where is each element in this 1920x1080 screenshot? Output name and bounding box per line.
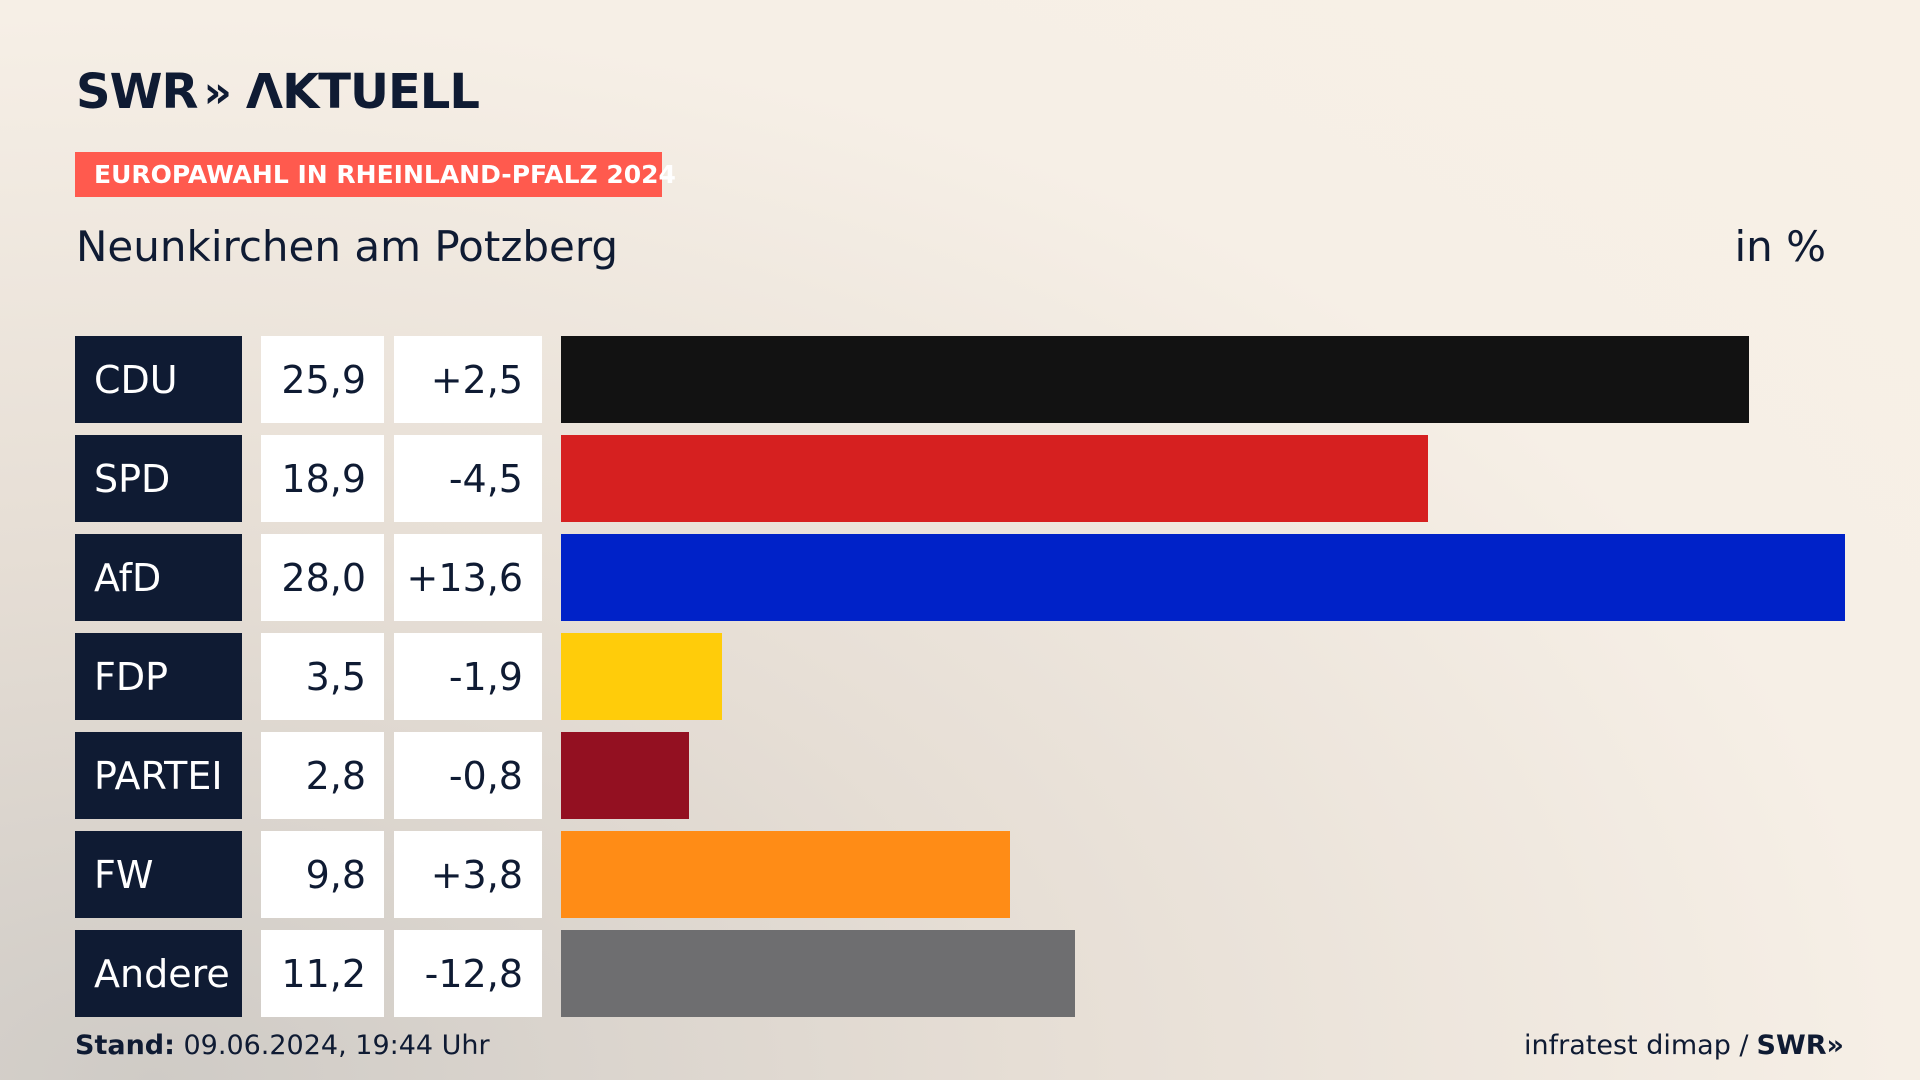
vote-share-label: 25,9 bbox=[261, 336, 384, 423]
change-label: -12,8 bbox=[394, 930, 542, 1017]
party-label: FW bbox=[75, 831, 242, 918]
change-label: +3,8 bbox=[394, 831, 542, 918]
election-badge: EUROPAWAHL IN RHEINLAND-PFALZ 2024 bbox=[75, 152, 676, 197]
change-label: +2,5 bbox=[394, 336, 542, 423]
party-label: FDP bbox=[75, 633, 242, 720]
result-bar bbox=[561, 732, 689, 819]
change-label: +13,6 bbox=[394, 534, 542, 621]
result-row: FW 9,8 +3,8 bbox=[75, 831, 1855, 918]
chevron-right-icon: » bbox=[203, 66, 232, 118]
source-credit: infratest dimap / SWR» bbox=[1524, 1030, 1844, 1061]
timestamp: Stand: 09.06.2024, 19:44 Uhr bbox=[75, 1030, 490, 1061]
change-label: -4,5 bbox=[394, 435, 542, 522]
unit-label: in % bbox=[1734, 222, 1826, 271]
result-bar bbox=[561, 831, 1010, 918]
logo-aktuell-text: ΛKTUELL bbox=[245, 64, 480, 120]
logo-swr-text: SWR bbox=[76, 64, 198, 120]
swr-aktuell-logo: SWR » ΛKTUELL bbox=[76, 64, 480, 120]
result-row: PARTEI 2,8 -0,8 bbox=[75, 732, 1855, 819]
vote-share-label: 9,8 bbox=[261, 831, 384, 918]
chart-subtitle: Neunkirchen am Potzberg bbox=[76, 222, 619, 271]
result-bar bbox=[561, 336, 1749, 423]
party-label: CDU bbox=[75, 336, 242, 423]
result-bar bbox=[561, 930, 1075, 1017]
party-label: AfD bbox=[75, 534, 242, 621]
result-row: CDU 25,9 +2,5 bbox=[75, 336, 1855, 423]
party-label: SPD bbox=[75, 435, 242, 522]
vote-share-label: 28,0 bbox=[261, 534, 384, 621]
vote-share-label: 3,5 bbox=[261, 633, 384, 720]
result-row: Andere 11,2 -12,8 bbox=[75, 930, 1855, 1017]
vote-share-label: 18,9 bbox=[261, 435, 384, 522]
party-label: PARTEI bbox=[75, 732, 242, 819]
vote-share-label: 11,2 bbox=[261, 930, 384, 1017]
result-bar bbox=[561, 435, 1428, 522]
change-label: -1,9 bbox=[394, 633, 542, 720]
result-row: FDP 3,5 -1,9 bbox=[75, 633, 1855, 720]
result-row: AfD 28,0 +13,6 bbox=[75, 534, 1855, 621]
change-label: -0,8 bbox=[394, 732, 542, 819]
result-row: SPD 18,9 -4,5 bbox=[75, 435, 1855, 522]
vote-share-label: 2,8 bbox=[261, 732, 384, 819]
party-label: Andere bbox=[75, 930, 242, 1017]
timestamp-value: 09.06.2024, 19:44 Uhr bbox=[174, 1030, 490, 1061]
swr-brand: SWR» bbox=[1756, 1030, 1844, 1061]
result-bar bbox=[561, 633, 722, 720]
timestamp-label: Stand: bbox=[75, 1030, 175, 1061]
result-bar bbox=[561, 534, 1845, 621]
source-text: infratest dimap / bbox=[1524, 1030, 1749, 1061]
